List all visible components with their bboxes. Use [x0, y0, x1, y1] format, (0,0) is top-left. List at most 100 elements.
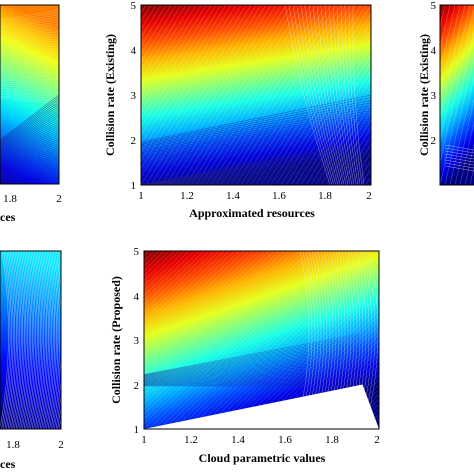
contour-line	[141, 5, 227, 145]
contour-line	[178, 251, 360, 429]
contour-line	[414, 251, 474, 429]
contour-line	[338, 389, 379, 429]
contour-line	[0, 176, 59, 181]
contour-line	[144, 351, 361, 379]
x-tick-label: 1	[138, 190, 144, 202]
contour-line	[141, 118, 371, 154]
contour-line	[238, 290, 379, 429]
contour-line	[144, 369, 361, 383]
contour-line	[0, 57, 59, 61]
contour-line	[0, 21, 59, 31]
contour-line	[141, 5, 167, 47]
contour-line	[160, 5, 272, 185]
contour-line	[0, 173, 59, 180]
contour-line	[300, 5, 339, 185]
contour-line	[340, 135, 371, 185]
panel-top-left: 1.8 2 ces	[0, 4, 62, 224]
contour-line	[203, 255, 379, 429]
contour-line	[144, 356, 361, 380]
contour-line	[60, 426, 61, 429]
contour-line	[0, 140, 59, 164]
y-tick-label: 4	[431, 45, 437, 57]
contour-line	[22, 251, 32, 429]
contour-line	[0, 73, 59, 76]
contour-line	[168, 251, 350, 429]
contour-line	[0, 118, 59, 153]
x-tick-label: 1.6	[272, 190, 286, 202]
contour-line	[144, 344, 361, 378]
contour-line	[144, 378, 361, 385]
contour-line	[145, 5, 257, 185]
y-tick-label: 5	[134, 246, 140, 258]
contour-line	[144, 353, 361, 380]
x-tick-label: 1.8	[6, 439, 20, 451]
contour-line	[0, 101, 59, 144]
contour-line	[144, 380, 361, 386]
contour-line	[235, 5, 347, 185]
contour-line	[144, 355, 361, 380]
contour-line	[409, 251, 474, 429]
panel-bottom-left: 1.8 2 ces	[0, 250, 64, 471]
contour-line	[38, 251, 48, 429]
contour-line	[444, 144, 474, 151]
contour-line	[33, 251, 43, 429]
contour-line	[144, 337, 361, 376]
contour-line	[144, 251, 300, 405]
contour-line	[0, 116, 59, 152]
contour-line	[0, 171, 59, 179]
contour-line	[144, 251, 230, 336]
x-tick-label: 1.8	[325, 434, 339, 446]
contour-line	[158, 251, 340, 429]
contour-line	[144, 251, 315, 420]
contour-line	[0, 31, 59, 39]
contour-line	[144, 346, 361, 378]
x-tick-label: 2	[56, 193, 62, 205]
contour-line	[312, 5, 345, 185]
contour-line	[0, 81, 59, 85]
contour-line	[144, 340, 361, 377]
contour-line	[250, 5, 362, 185]
contour-line	[228, 280, 379, 429]
contour-line	[141, 5, 212, 121]
plot-frame-top-right	[439, 4, 474, 186]
contour-line	[144, 251, 275, 380]
contour-line	[183, 251, 365, 429]
contour-line	[144, 251, 185, 291]
contour-line	[0, 24, 59, 33]
contour-line	[0, 162, 59, 175]
contour-line	[31, 251, 41, 429]
y-tick-label: 5	[131, 0, 137, 12]
contour-line	[444, 147, 474, 154]
y-tick-label: 2	[134, 380, 140, 392]
contour-line	[141, 181, 371, 185]
contour-line	[10, 251, 20, 429]
contour-line	[144, 251, 290, 395]
contour-line	[1, 251, 11, 429]
contour-line	[198, 251, 379, 429]
y-ticks-bottom-middle: 1 2 3 4 5	[134, 246, 140, 436]
contour-line	[0, 169, 59, 178]
contour-line	[163, 251, 345, 429]
contour-line	[144, 333, 361, 375]
contour-line	[141, 5, 172, 55]
contour-line	[308, 5, 343, 185]
contour-line	[141, 5, 207, 112]
contour-line	[440, 8, 474, 164]
contour-line	[141, 160, 371, 185]
contour-line	[141, 120, 371, 156]
panel-top-right: 2 3 4 5 Collision rate (Existing)	[417, 0, 474, 186]
contour-line	[368, 418, 379, 429]
contour-line	[141, 154, 371, 185]
x-tick-label: 2	[366, 190, 372, 202]
contour-line	[17, 251, 27, 429]
contour-line	[141, 5, 247, 178]
contour-line	[141, 147, 371, 185]
contour-line	[449, 75, 474, 185]
contour-line	[144, 251, 190, 296]
contour-line	[41, 251, 51, 429]
contour-line	[0, 87, 59, 92]
contour-line	[180, 5, 292, 185]
contour-line	[144, 342, 361, 377]
contour-line	[233, 285, 379, 429]
contour-line	[0, 50, 59, 55]
